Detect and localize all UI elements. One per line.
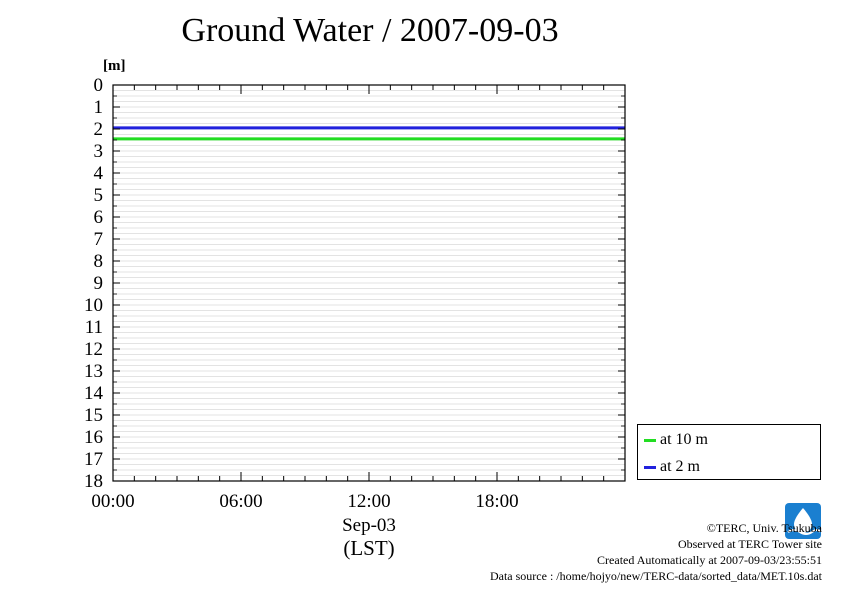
y-tick-label: 11: [85, 317, 103, 338]
y-tick-label: 4: [94, 163, 104, 184]
y-axis-label: [m]: [103, 58, 126, 74]
legend-swatch-10m: [644, 438, 656, 442]
y-tick-label: 1: [94, 97, 104, 118]
y-tick-label: 10: [84, 295, 103, 316]
credit-observed: Observed at TERC Tower site: [677, 537, 822, 551]
y-tick-label: 7: [94, 229, 104, 250]
legend-swatch-2m: [644, 465, 656, 469]
credit-created: Created Automatically at 2007-09-03/23:5…: [597, 553, 822, 567]
y-tick-label: 13: [84, 361, 103, 382]
x-tick-label: 12:00: [347, 491, 390, 512]
terc-logo: [784, 502, 822, 540]
credit-source: Data source : /home/hojyo/new/TERC-data/…: [489, 569, 822, 583]
legend-item-10m: at 10 m: [644, 430, 708, 450]
series-layer: [113, 126, 625, 141]
y-tick-label: 0: [94, 75, 104, 96]
y-tick-label: 16: [84, 427, 103, 448]
y-tick-label: 3: [94, 141, 104, 162]
y-tick-label: 6: [94, 207, 104, 228]
y-tick-label: 15: [84, 405, 103, 426]
legend: at 10 m at 2 m: [637, 424, 821, 480]
x-date-label: Sep-03: [342, 515, 396, 536]
y-tick-label: 14: [84, 383, 104, 404]
y-tick-label: 8: [94, 251, 104, 272]
legend-label-10m: at 10 m: [660, 431, 708, 448]
chart-title: Ground Water / 2007-09-03: [181, 12, 559, 49]
y-tick-label: 9: [94, 273, 104, 294]
legend-item-2m: at 2 m: [644, 457, 700, 477]
legend-label-2m: at 2 m: [660, 458, 700, 475]
x-tick-label: 00:00: [91, 491, 134, 512]
y-tick-label: 2: [94, 119, 104, 140]
y-tick-label: 17: [84, 449, 103, 470]
x-tick-label: 18:00: [475, 491, 518, 512]
grid-layer: [113, 84, 625, 482]
credit-copyright: ©TERC, Univ. Tsukuba: [706, 521, 822, 535]
x-unit-label: (LST): [343, 536, 394, 560]
y-tick-label: 5: [94, 185, 104, 206]
credits: ©TERC, Univ. Tsukuba Observed at TERC To…: [490, 520, 822, 584]
y-tick-label: 18: [84, 471, 103, 492]
x-tick-label: 06:00: [219, 491, 262, 512]
y-tick-label: 12: [84, 339, 103, 360]
